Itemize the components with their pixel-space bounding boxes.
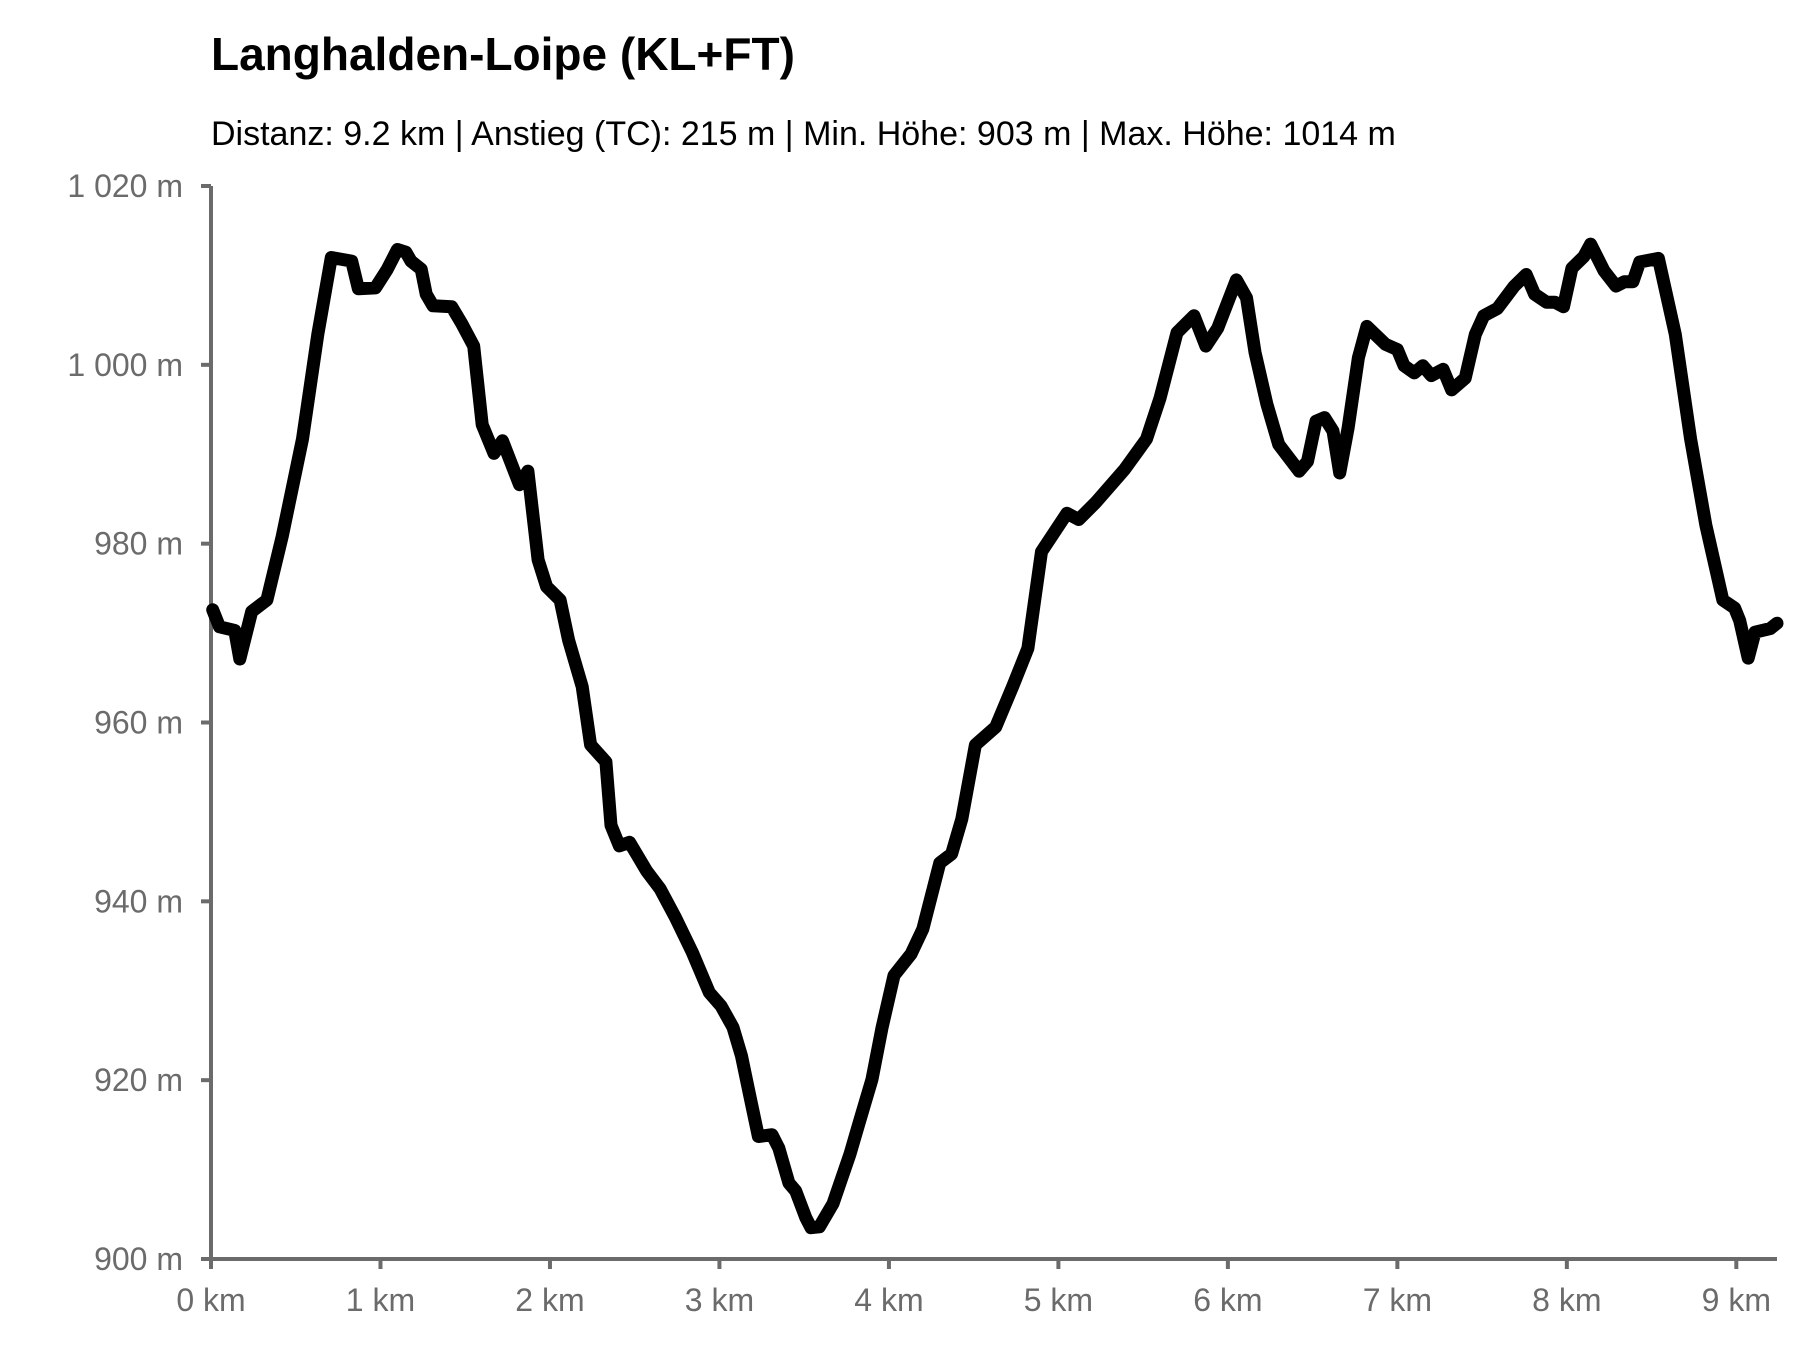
x-tick-label: 1 km bbox=[346, 1282, 415, 1318]
y-tick-label: 940 m bbox=[94, 883, 183, 919]
x-tick-label: 9 km bbox=[1702, 1282, 1771, 1318]
x-tick-label: 2 km bbox=[515, 1282, 584, 1318]
x-tick-label: 4 km bbox=[854, 1282, 923, 1318]
x-tick-label: 5 km bbox=[1024, 1282, 1093, 1318]
x-tick-label: 3 km bbox=[685, 1282, 754, 1318]
y-tick-label: 1 020 m bbox=[67, 168, 183, 204]
x-tick-label: 0 km bbox=[176, 1282, 245, 1318]
y-tick-label: 920 m bbox=[94, 1062, 183, 1098]
y-tick-label: 900 m bbox=[94, 1241, 183, 1277]
y-tick-label: 1 000 m bbox=[67, 347, 183, 383]
chart-subtitle: Distanz: 9.2 km | Anstieg (TC): 215 m | … bbox=[211, 115, 1396, 153]
x-tick-label: 8 km bbox=[1532, 1282, 1601, 1318]
x-tick-label: 7 km bbox=[1363, 1282, 1432, 1318]
x-tick-label: 6 km bbox=[1193, 1282, 1262, 1318]
chart-title: Langhalden-Loipe (KL+FT) bbox=[211, 28, 795, 80]
elevation-line bbox=[206, 237, 1784, 1235]
y-tick-label: 960 m bbox=[94, 705, 183, 741]
y-tick-label: 980 m bbox=[94, 526, 183, 562]
